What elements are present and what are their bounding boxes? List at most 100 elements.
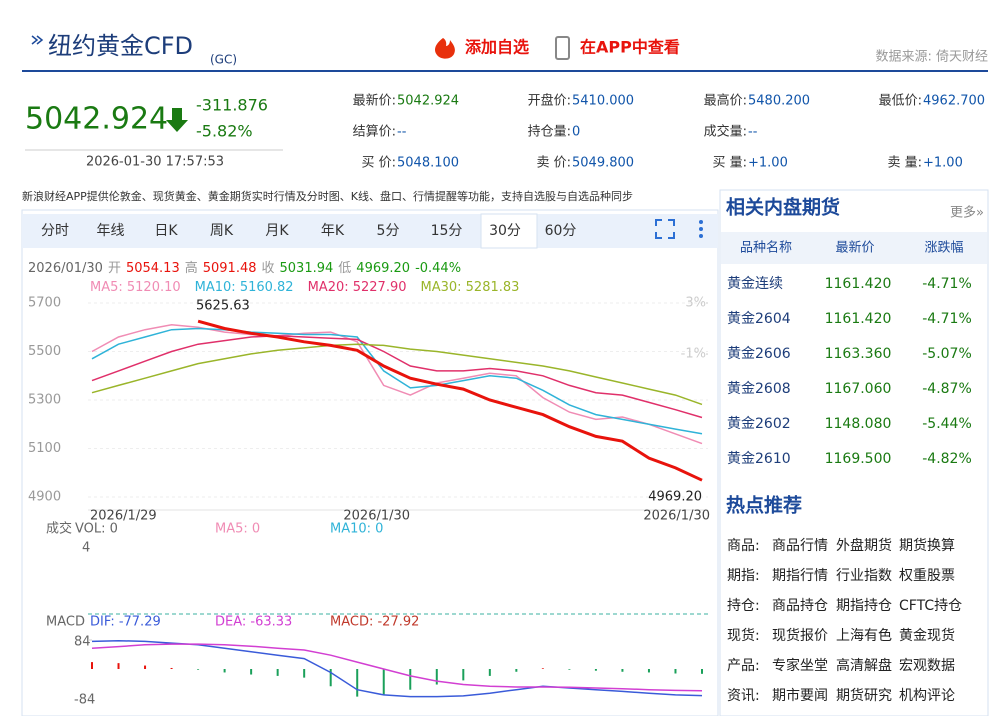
macd-label: MACD: -27.92 [330, 615, 419, 630]
volume-tick: 4 [82, 541, 90, 556]
add-icon[interactable] [435, 38, 455, 59]
hot-title: 热点推荐 [726, 494, 802, 517]
hot-link[interactable]: 期指行情 [772, 568, 828, 584]
legend-item: MA30: 5281.83 [421, 280, 520, 295]
hot-link[interactable]: 商品持仓 [772, 598, 828, 614]
tab[interactable]: 月K [265, 223, 289, 239]
y-tick-label: 5700 [28, 296, 61, 311]
future-price: 1167.060 [825, 381, 892, 397]
field-label: 结算价: [353, 125, 396, 140]
table-header: 最新价 [835, 240, 874, 256]
tab[interactable]: 分时 [41, 223, 69, 239]
tab-bar [22, 214, 718, 248]
tab[interactable]: 年K [321, 223, 345, 239]
hot-link[interactable]: 行业指数 [836, 568, 892, 584]
hot-label: 现货: [727, 627, 760, 644]
x-tick-label: 2026/1/30 [643, 509, 710, 524]
hot-link[interactable]: 高清解盘 [836, 657, 892, 674]
macd-label: DEA: -63.33 [215, 615, 292, 630]
dea-line [91, 643, 703, 692]
hot-link[interactable]: 黄金现货 [899, 627, 955, 644]
fullscreen-icon[interactable] [655, 219, 675, 239]
plot-area [91, 319, 703, 482]
hot-label: 产品: [727, 658, 760, 674]
hot-link[interactable]: 期货研究 [836, 687, 892, 704]
future-name[interactable]: 黄金2606 [727, 345, 791, 362]
future-change: -5.44% [922, 416, 972, 432]
down-arrow [166, 108, 188, 132]
open-app[interactable]: 在APP中查看 [580, 38, 680, 57]
future-change: -4.71% [922, 311, 972, 327]
info-item: 5054.13 [126, 261, 180, 276]
chart-box [21, 209, 719, 716]
hot-link[interactable]: 上海有色 [836, 627, 892, 644]
field-label: 开盘价: [528, 93, 571, 109]
info-item: 2026/01/30 [28, 261, 103, 276]
y2-tick-label: -1% [681, 347, 706, 362]
future-change: -4.87% [922, 381, 972, 397]
future-name[interactable]: 黄金连续 [727, 275, 783, 292]
hot-link[interactable]: 机构评论 [899, 688, 955, 704]
table-header-bg [721, 232, 987, 264]
info-item: -0.44% [415, 261, 461, 276]
field-value: -- [397, 125, 407, 140]
hot-link[interactable]: 宏观数据 [899, 658, 955, 674]
menu-icon[interactable] [699, 220, 703, 238]
field-label: 最高价: [704, 93, 747, 109]
info-item: 4969.20 [356, 261, 410, 276]
tab[interactable]: 30分 [489, 223, 521, 239]
volume-title: 成交 [46, 521, 72, 537]
add-favorite[interactable]: 添加自选 [465, 38, 529, 57]
hot-link[interactable]: 现货报价 [772, 627, 828, 644]
last-price: 5042.924 [25, 102, 168, 137]
future-name[interactable]: 黄金2608 [727, 380, 791, 397]
y-tick-label: 5300 [28, 393, 61, 408]
tab[interactable]: 周K [210, 223, 234, 239]
tab[interactable]: 5分 [377, 223, 400, 239]
field-value: 5480.200 [748, 94, 810, 109]
hot-link[interactable]: 期指持仓 [836, 598, 892, 614]
title-icon [31, 35, 44, 45]
hot-link[interactable]: 权重股票 [899, 568, 955, 584]
price-line [91, 343, 703, 406]
hot-link[interactable]: 专家坐堂 [772, 657, 828, 674]
info-item: 5091.48 [203, 261, 257, 276]
tab[interactable]: 年线 [97, 223, 125, 239]
hot-link[interactable]: 期市要闻 [772, 687, 828, 704]
future-name[interactable]: 黄金2610 [727, 450, 791, 467]
hot-link[interactable]: 外盘期货 [836, 537, 892, 554]
y-tick-label: 5100 [28, 441, 61, 456]
hot-link[interactable]: 期货换算 [899, 537, 955, 554]
macd-tick-label: -84 [74, 693, 95, 708]
tab[interactable]: 15分 [431, 223, 463, 239]
macd-title: MACD [46, 615, 85, 630]
hot-label: 资讯: [727, 688, 760, 704]
field-value: +1.00 [923, 156, 963, 171]
field-value: 5048.100 [397, 156, 459, 171]
future-name[interactable]: 黄金2602 [727, 415, 791, 432]
field-value: 5410.000 [572, 94, 634, 109]
volume-label: MA10: 0 [330, 522, 383, 537]
price-percent: -5.82% [196, 122, 253, 141]
legend-item: MA20: 5227.90 [308, 280, 407, 295]
side-box [719, 189, 989, 716]
field-value: 5049.800 [572, 156, 634, 171]
future-name[interactable]: 黄金2604 [727, 310, 791, 327]
field-value: 4962.700 [923, 94, 985, 109]
info-item: 5031.94 [280, 261, 334, 276]
field-label: 卖 量: [887, 156, 922, 171]
macd-tick-label: 84 [74, 635, 91, 650]
tab[interactable]: 60分 [545, 223, 577, 239]
phone-icon[interactable] [555, 36, 570, 60]
more-link[interactable]: 更多» [950, 205, 984, 221]
field-value: -- [748, 125, 758, 140]
future-change: -5.07% [922, 346, 972, 362]
hot-link[interactable]: CFTC持仓 [899, 598, 962, 614]
tab[interactable]: 日K [154, 223, 178, 239]
hot-link[interactable]: 商品行情 [772, 538, 828, 554]
page-title: 纽约黄金CFD [48, 32, 193, 60]
hot-label: 期指: [727, 568, 760, 584]
field-label: 成交量: [704, 124, 747, 140]
